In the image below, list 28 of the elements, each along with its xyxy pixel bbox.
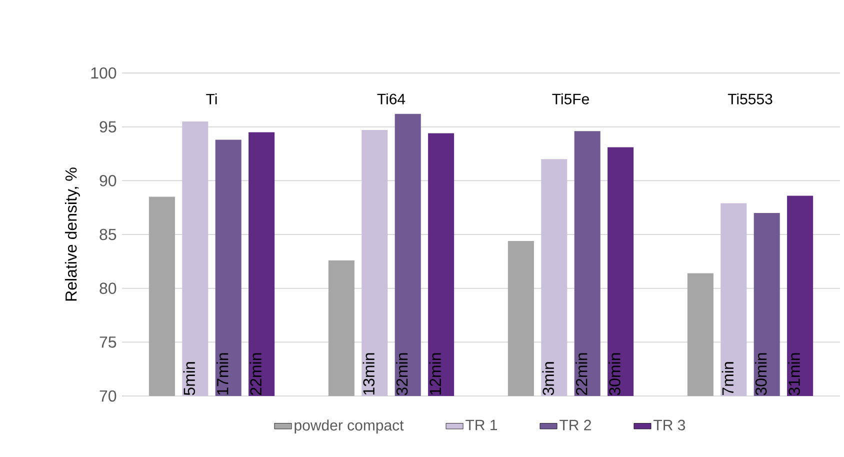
legend-label: TR 3 (654, 420, 686, 430)
legend-label: TR 2 (560, 420, 591, 430)
legend-label: powder compact (294, 420, 404, 434)
legend-label: TR 1 (466, 420, 498, 430)
annotation: 30min (754, 353, 767, 396)
annotation: 5min (183, 362, 196, 396)
y-tick-label: 85 (100, 228, 116, 240)
annotation: 30min (608, 353, 620, 396)
annotation: 22min (250, 353, 262, 395)
y-tick-label: 95 (100, 121, 116, 132)
annotation: 32min (396, 353, 408, 396)
x-tick-label: Ti5553 (728, 93, 772, 104)
y-tick-label: 100 (91, 67, 116, 79)
y-tick-label: 70 (100, 390, 116, 402)
y-tick-label: 80 (100, 282, 116, 294)
x-tick-label: Ti64 (377, 93, 406, 104)
x-tick-label: Ti5Fe (552, 93, 589, 104)
annotation: 22min (576, 353, 588, 395)
x-tick-label: Ti (206, 93, 217, 104)
annotation: 17min (216, 353, 228, 395)
annotation: 12min (429, 353, 441, 395)
annotation: 3min (542, 362, 554, 396)
annotation: 7min (722, 362, 734, 395)
y-axis-title: Relative density, % (65, 168, 80, 301)
y-tick-label: 90 (100, 175, 116, 186)
y-tick-label: 75 (100, 336, 116, 348)
annotation: 13min (362, 353, 375, 395)
annotation: 31min (788, 353, 800, 396)
